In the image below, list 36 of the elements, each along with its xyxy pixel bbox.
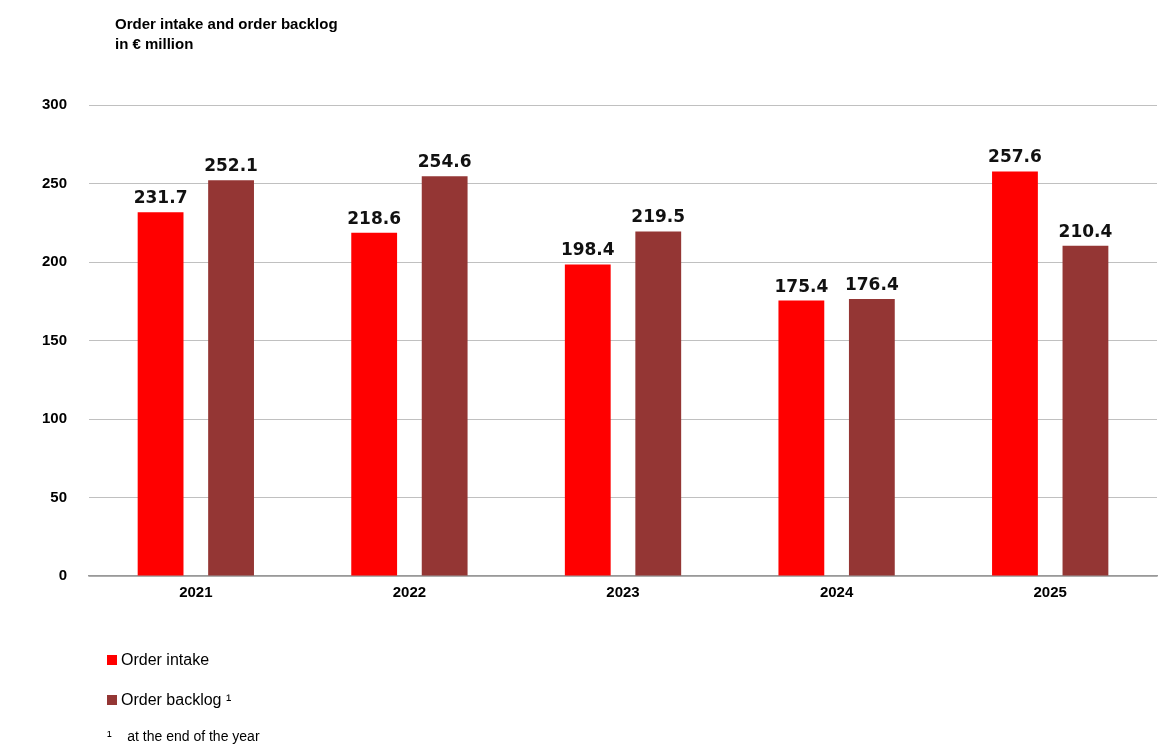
legend-label: Order intake — [121, 651, 210, 669]
y-tick-label: 250 — [42, 173, 68, 191]
y-tick-label: 100 — [42, 409, 68, 427]
data-label: 176.4 — [844, 273, 899, 294]
bar — [778, 300, 825, 576]
bar — [137, 212, 184, 576]
y-tick-label: 50 — [50, 487, 68, 505]
chart-title: Order intake and order backlog in € million — [115, 14, 338, 54]
data-label: 210.4 — [1058, 220, 1113, 241]
text: ¹ at the end of the year — [107, 728, 260, 744]
bar — [421, 176, 468, 576]
bar — [635, 231, 682, 576]
data-label: 198.4 — [560, 239, 615, 260]
legend-label: Order backlog ¹ — [121, 691, 232, 709]
x-tick-label: 2021 — [179, 583, 213, 601]
bar — [351, 232, 398, 576]
data-label: 254.6 — [417, 151, 472, 172]
x-tick-label: 2024 — [819, 583, 854, 601]
bar — [1062, 245, 1109, 576]
data-label: 175.4 — [774, 275, 829, 296]
data-label: 257.6 — [988, 146, 1042, 167]
y-tick-label: 300 — [42, 95, 68, 113]
bar — [564, 264, 611, 576]
y-tick-label: 0 — [58, 566, 68, 584]
data-label: 252.1 — [204, 155, 258, 176]
bar — [848, 299, 895, 576]
y-tick-label: 150 — [42, 330, 68, 348]
data-label: 231.7 — [133, 187, 188, 208]
data-label: 218.6 — [347, 207, 402, 228]
x-tick-label: 2025 — [1033, 583, 1067, 601]
y-tick-label: 200 — [42, 252, 68, 270]
x-tick-label: 2023 — [606, 583, 640, 601]
data-label: 219.5 — [631, 206, 686, 227]
bar — [208, 180, 254, 576]
bar — [992, 171, 1038, 576]
x-tick-label: 2022 — [392, 583, 427, 601]
